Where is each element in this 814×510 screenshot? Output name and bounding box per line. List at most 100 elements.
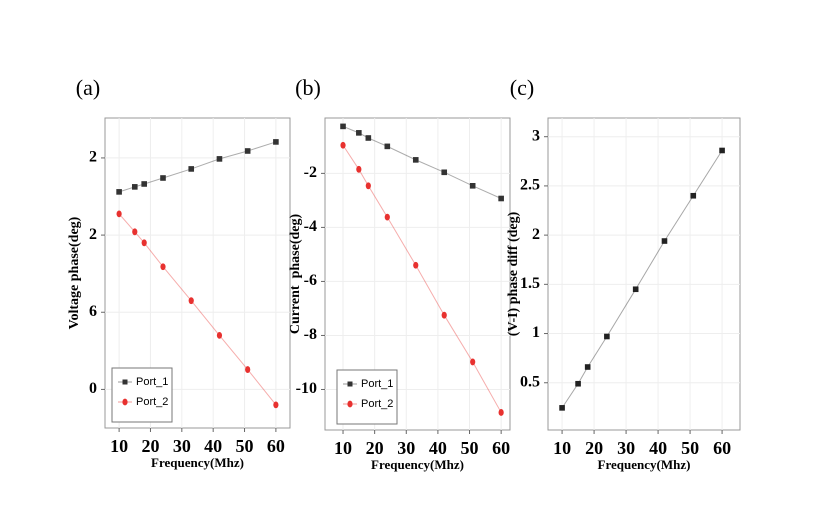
panel-title: (c): [510, 75, 534, 100]
x-tick-label: 40: [429, 438, 447, 458]
x-tick-label: 20: [585, 438, 603, 458]
panel-title: (a): [76, 75, 100, 100]
data-point: [498, 409, 504, 416]
data-point: [245, 366, 251, 373]
data-point: [441, 311, 447, 319]
data-point: [244, 148, 251, 154]
data-point: [188, 297, 194, 305]
data-point: [160, 175, 166, 181]
data-point: [188, 166, 195, 172]
y-tick-label: 3: [532, 127, 540, 144]
data-point: [340, 123, 346, 130]
y-tick-label: 2.5: [520, 177, 540, 194]
legend-label: Port_1: [361, 378, 393, 390]
data-point: [216, 156, 223, 162]
panel-title: (b): [295, 75, 321, 100]
legend-label: Port_1: [136, 376, 168, 388]
x-tick-label: 30: [173, 436, 191, 456]
y-tick-label: 6: [89, 303, 97, 320]
x-tick-label: 30: [617, 438, 635, 458]
legend-marker: [122, 379, 128, 385]
data-point: [141, 181, 147, 187]
legend-label: Port_2: [361, 398, 393, 410]
x-tick-label: 50: [681, 438, 699, 458]
data-point: [273, 401, 279, 409]
legend-box: [336, 369, 398, 425]
data-point: [365, 135, 372, 141]
plot-frame: [104, 117, 291, 429]
y-tick-label: -2: [304, 164, 317, 181]
data-point: [584, 364, 591, 370]
x-tick-label: 40: [204, 436, 222, 456]
data-point: [413, 261, 419, 269]
data-point: [356, 130, 362, 136]
x-tick-label: 20: [141, 436, 159, 456]
y-tick-label: 2: [89, 149, 97, 166]
data-point: [412, 157, 419, 163]
x-tick-label: 40: [649, 438, 667, 458]
x-tick-label: 60: [492, 438, 510, 458]
legend-marker: [122, 398, 128, 406]
data-point: [132, 228, 138, 236]
x-tick-label: 60: [713, 438, 731, 458]
x-tick-label: 30: [397, 438, 415, 458]
panel: (c) 10 20 30 40 50 60 0.5 1 1.5 2 2.5 3 Frequency(Mhz…: [506, 75, 741, 472]
panel: (b) 10 20 30 40 50 60 -2 -4 -6 -8 -10 Frequency(Mhz)…: [288, 75, 511, 472]
data-point: [384, 143, 391, 150]
y-tick-label: 1: [532, 324, 540, 341]
y-tick-label: -4: [304, 218, 317, 235]
data-point: [559, 405, 565, 411]
y-tick-label: -10: [296, 380, 317, 397]
x-tick-label: 10: [110, 436, 128, 456]
x-axis-label: Frequency(Mhz): [598, 457, 691, 472]
data-point: [690, 192, 697, 199]
legend-label: Port_2: [136, 396, 168, 408]
data-point: [216, 332, 223, 339]
x-axis-label: Frequency(Mhz): [151, 455, 244, 470]
data-point: [604, 333, 610, 340]
data-point: [498, 195, 504, 202]
plot-frame: [547, 117, 741, 431]
x-tick-label: 20: [366, 438, 384, 458]
plot-frame: [324, 117, 511, 431]
data-point: [661, 238, 668, 244]
data-point: [160, 263, 166, 271]
series-line: [342, 145, 502, 413]
x-tick-label: 60: [267, 436, 285, 456]
x-tick-label: 50: [236, 436, 254, 456]
data-point: [469, 183, 476, 189]
y-tick-label: -8: [304, 326, 317, 343]
y-tick-label: 1.5: [520, 275, 540, 292]
y-axis-label: Current phase(deg): [288, 214, 303, 335]
legend-box: [111, 367, 173, 423]
data-point: [719, 147, 725, 154]
data-point: [365, 182, 371, 190]
y-tick-label: 2: [89, 226, 97, 243]
data-point: [470, 358, 476, 366]
data-point: [273, 139, 279, 145]
y-axis-label: (V-I) phase diff (deg): [506, 211, 521, 336]
data-point: [340, 141, 346, 149]
legend-marker: [347, 381, 353, 387]
data-point: [632, 286, 639, 293]
data-point: [131, 184, 138, 190]
x-axis-label: Frequency(Mhz): [371, 457, 464, 472]
panel: (a)10 20 30 40 50 602260Frequency(Mhz)Voltage…: [67, 75, 291, 470]
data-point: [441, 169, 448, 176]
data-point: [116, 210, 122, 218]
legend-marker: [347, 400, 353, 408]
legend: Port_1 Port_2: [336, 369, 398, 425]
x-tick-label: 10: [334, 438, 352, 458]
data-point: [116, 189, 122, 195]
x-tick-label: 10: [553, 438, 571, 458]
data-point: [575, 380, 581, 387]
y-tick-label: -6: [304, 272, 317, 289]
y-tick-label: 0: [89, 380, 97, 397]
data-point: [141, 239, 147, 247]
y-tick-label: 2: [532, 226, 540, 243]
data-point: [384, 213, 390, 221]
y-axis-label: Voltage phase(deg): [67, 216, 82, 329]
x-tick-label: 50: [461, 438, 479, 458]
data-point: [356, 165, 362, 173]
